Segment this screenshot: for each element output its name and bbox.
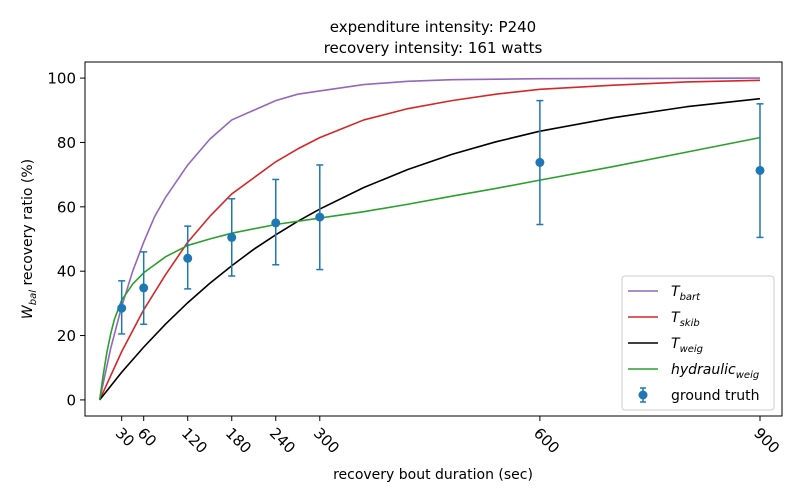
y-tick-label: 60	[57, 198, 76, 216]
series-line-t-bart	[98, 77, 760, 401]
ground-truth-point	[271, 218, 281, 228]
ground-truth-point	[139, 283, 149, 293]
legend-label-main: T	[671, 336, 681, 352]
ground-truth-layer	[117, 99, 765, 335]
legend-label-main: ground truth	[671, 388, 759, 404]
legend-label-main: T	[671, 310, 681, 326]
legend-label: Tskib	[671, 310, 700, 329]
y-tick-label: 100	[47, 70, 76, 88]
chart-title-line-1: expenditure intensity: P240	[330, 18, 536, 36]
y-tick-label: 80	[57, 134, 76, 152]
plot-frame	[84, 61, 783, 417]
ground-truth-point	[535, 157, 545, 167]
ground-truth-point	[755, 165, 765, 175]
ground-truth-point	[227, 232, 237, 242]
legend-item: hydraulicweig	[628, 362, 759, 381]
legend-item: Tweig	[628, 336, 703, 355]
y-axis-title-rest: recovery ratio (%)	[20, 159, 36, 290]
legend-label-main: hydraulic	[671, 362, 736, 378]
legend-label-main: T	[671, 284, 681, 300]
legend-label: Tweig	[671, 336, 703, 355]
plot-area	[98, 77, 765, 401]
legend-box	[621, 275, 775, 411]
legend-item: Tbart	[628, 284, 701, 303]
ground-truth-point	[315, 212, 325, 222]
ground-truth-point	[183, 253, 193, 263]
legend-label: hydraulicweig	[671, 362, 759, 381]
y-axis-title-main: W	[20, 304, 36, 319]
y-tick-label: 20	[57, 327, 76, 345]
legend-swatch-marker	[638, 390, 648, 400]
legend-label-sub: weig	[680, 344, 703, 355]
legend-label: ground truth	[671, 388, 759, 404]
legend-label: Tbart	[671, 284, 701, 303]
y-tick-label: 0	[66, 391, 76, 409]
series-line-hydraulic-weig	[98, 136, 761, 401]
legend-label-sub: bart	[680, 292, 702, 303]
y-tick-label: 40	[57, 263, 76, 281]
legend-label-sub: weig	[736, 370, 759, 381]
legend-item: ground truth	[638, 387, 759, 404]
y-axis-title-sub: bal	[28, 290, 39, 305]
series-layer	[98, 77, 761, 401]
legend-label-sub: skib	[680, 318, 700, 329]
x-axis-title: recovery bout duration (sec)	[333, 467, 533, 483]
y-axis-title: Wbal recovery ratio (%)	[20, 159, 39, 319]
legend-item: Tskib	[628, 310, 700, 329]
chart-title-line-2: recovery intensity: 161 watts	[324, 39, 543, 57]
series-line-t-skib	[98, 79, 761, 401]
ground-truth-point	[117, 303, 127, 313]
y-axis: 0 20 40 60 80 100	[47, 70, 85, 409]
